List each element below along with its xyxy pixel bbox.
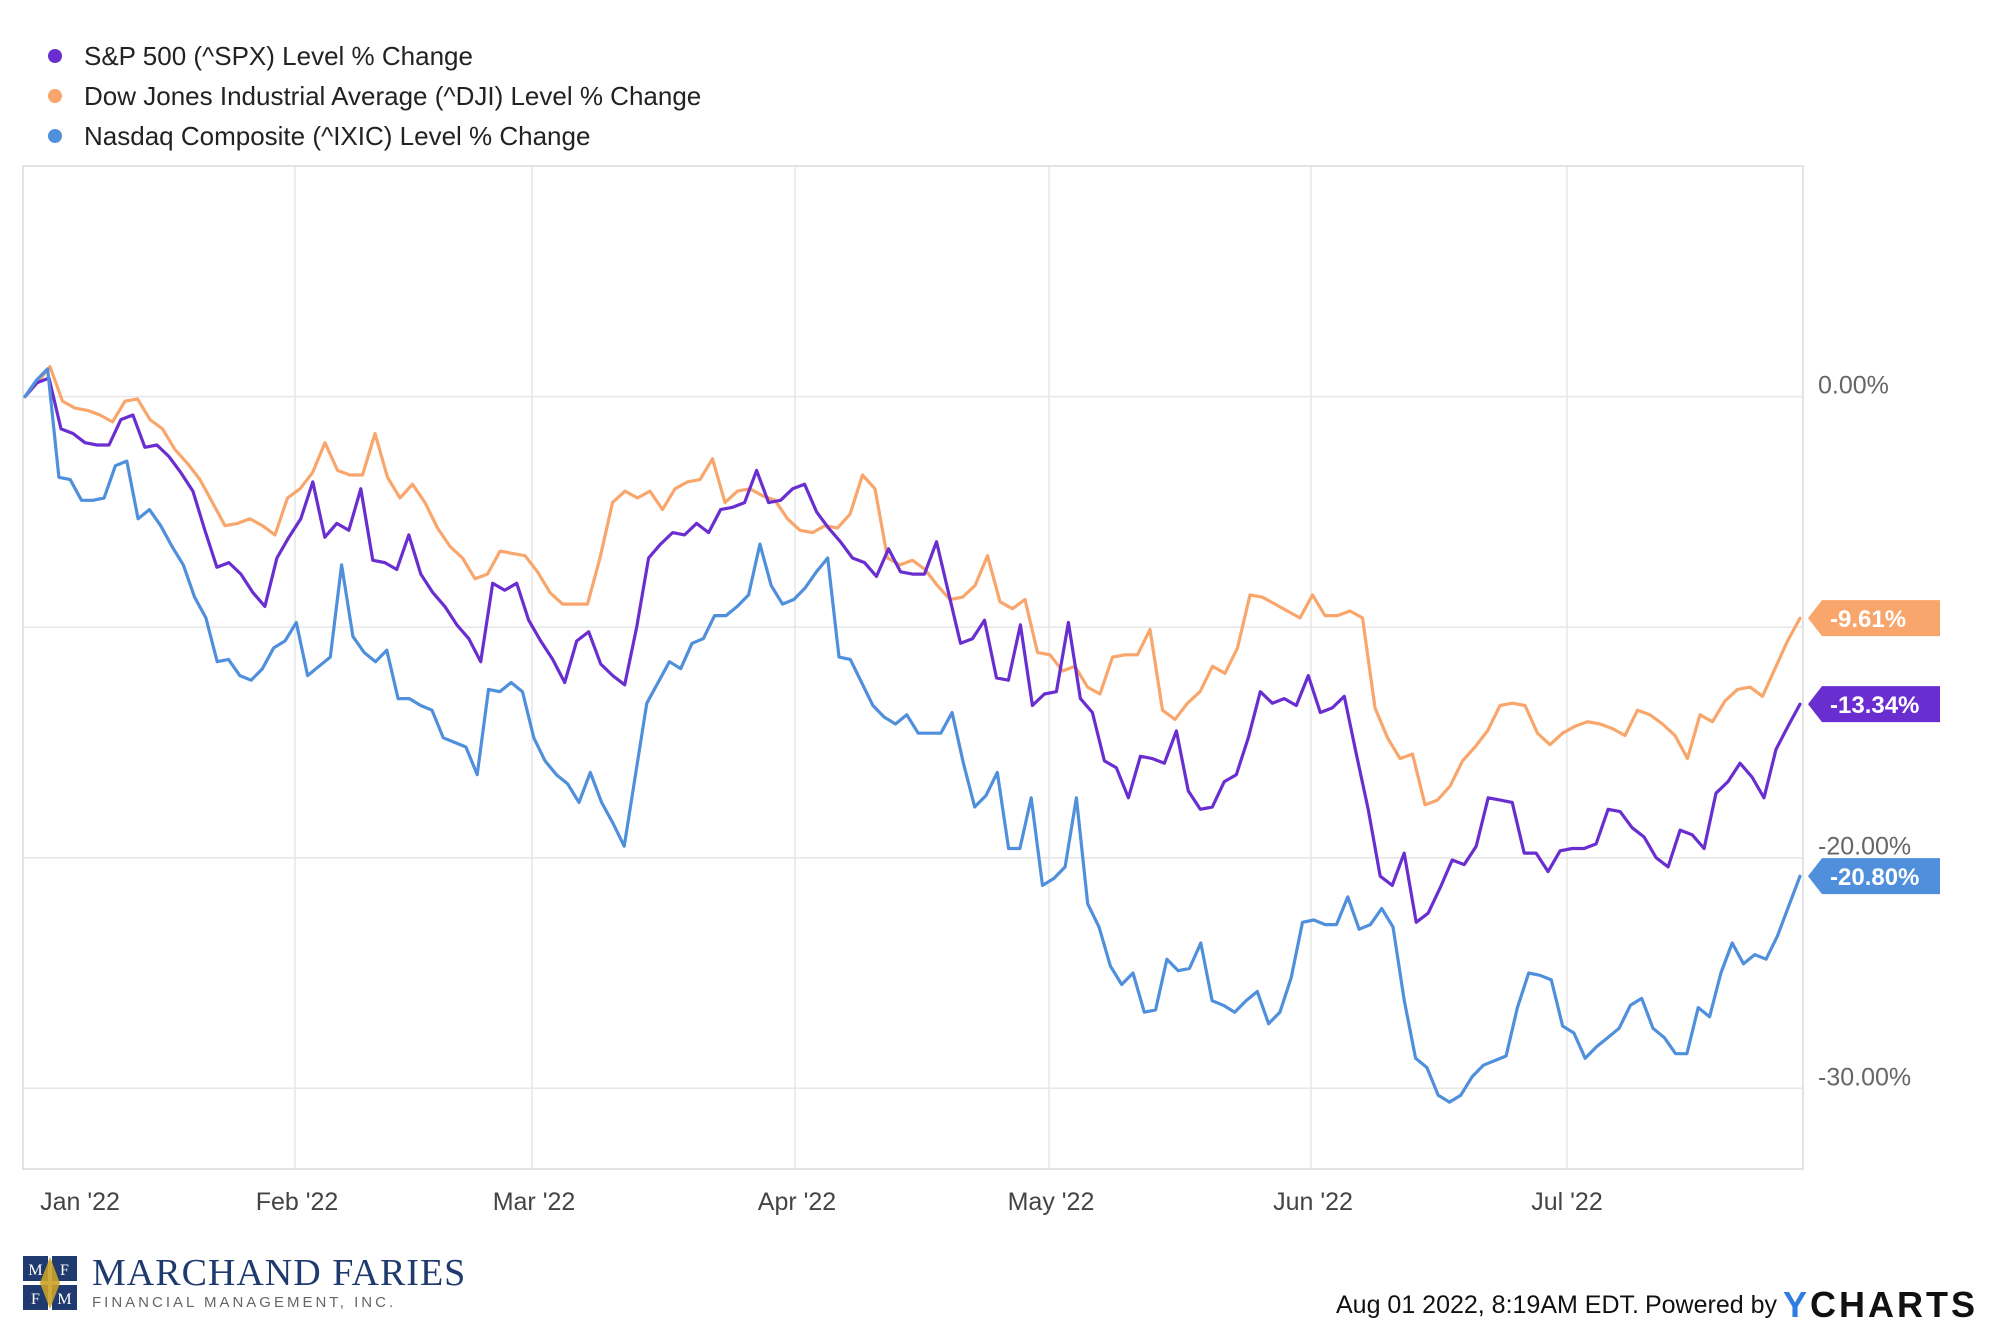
ycharts-logo-rest: CHARTS xyxy=(1810,1284,1978,1325)
monogram-icon: M F F M xyxy=(22,1254,78,1311)
end-label-value: -9.61% xyxy=(1830,606,1906,633)
logo-subtitle: FINANCIAL MANAGEMENT, INC. xyxy=(92,1294,397,1311)
end-labels: -9.61% -13.34% -20.80% xyxy=(1808,600,1940,895)
x-axis-ticks: Jan '22 Feb '22 Mar '22 Apr '22 May '22 Jun '… xyxy=(40,1188,1603,1216)
y-tick-label: -20.00% xyxy=(1818,833,1911,861)
x-tick-label: Mar '22 xyxy=(493,1188,576,1216)
x-tick-label: Feb '22 xyxy=(256,1188,339,1216)
series-line-2 xyxy=(23,367,1802,1104)
legend-label-ixic: Nasdaq Composite (^IXIC) Level % Change xyxy=(84,120,591,151)
series-line-1 xyxy=(23,376,1802,924)
y-axis-ticks: 0.00% -20.00% -30.00% xyxy=(1818,372,1911,1092)
plot-frame xyxy=(22,165,1804,1170)
x-tick-label: Jun '22 xyxy=(1273,1188,1353,1216)
company-logo: M F F M MARCHAND FARIES FINANCIAL MANAGE… xyxy=(22,1254,466,1311)
legend-item-spx[interactable]: S&P 500 (^SPX) Level % Change xyxy=(48,36,701,76)
end-label-value: -20.80% xyxy=(1830,864,1919,891)
series-line-0 xyxy=(23,365,1802,807)
y-tick-label: -30.00% xyxy=(1818,1063,1911,1091)
legend-dot-ixic xyxy=(48,129,62,143)
ycharts-logo[interactable]: YCHARTS xyxy=(1783,1284,1978,1326)
legend-label-spx: S&P 500 (^SPX) Level % Change xyxy=(84,40,473,71)
end-label-value: -13.34% xyxy=(1830,692,1919,719)
end-label-tag xyxy=(1808,686,1940,723)
chart-grid xyxy=(23,166,1803,1169)
monogram-letter: M xyxy=(57,1291,71,1308)
legend-item-ixic[interactable]: Nasdaq Composite (^IXIC) Level % Change xyxy=(48,116,701,156)
legend-dot-spx xyxy=(48,49,62,63)
end-label-tag xyxy=(1808,600,1940,637)
legend-label-dji: Dow Jones Industrial Average (^DJI) Leve… xyxy=(84,80,702,111)
x-tick-label: Jan '22 xyxy=(40,1188,120,1216)
logo-name: MARCHAND FARIES xyxy=(92,1252,467,1294)
x-tick-label: Jul '22 xyxy=(1531,1188,1602,1216)
series-lines xyxy=(23,365,1802,1104)
x-tick-label: May '22 xyxy=(1008,1188,1095,1216)
footer-powered-by: Powered by xyxy=(1644,1290,1777,1319)
legend: S&P 500 (^SPX) Level % Change Dow Jones … xyxy=(48,36,701,156)
footer-timestamp: Aug 01 2022, 8:19AM EDT. xyxy=(1335,1290,1639,1319)
legend-item-dji[interactable]: Dow Jones Industrial Average (^DJI) Leve… xyxy=(48,76,701,116)
legend-dot-dji xyxy=(48,89,62,103)
monogram-letter: F xyxy=(31,1291,40,1308)
x-tick-label: Apr '22 xyxy=(758,1188,836,1216)
end-label-tag xyxy=(1808,858,1940,895)
ycharts-logo-y: Y xyxy=(1782,1284,1810,1325)
y-tick-label: 0.00% xyxy=(1818,372,1889,400)
monogram-letter: M xyxy=(28,1262,42,1279)
monogram-letter: F xyxy=(60,1262,69,1279)
footer: Aug 01 2022, 8:19AM EDT. Powered by YCHA… xyxy=(1336,1284,1978,1326)
